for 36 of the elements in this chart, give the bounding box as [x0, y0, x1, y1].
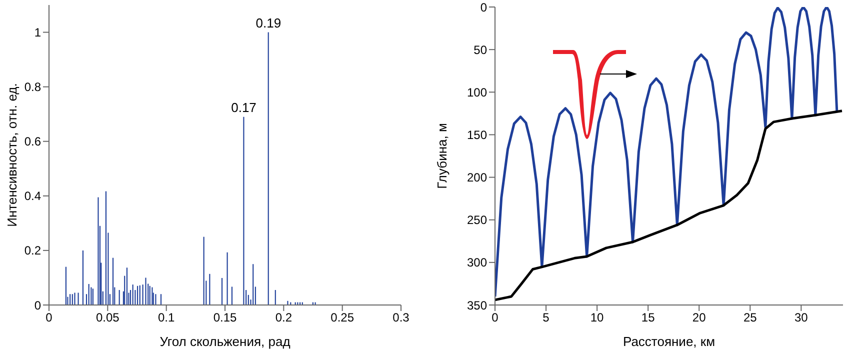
x-tick-label: 0.1 [158, 310, 175, 325]
line-series [495, 7, 838, 298]
x-tick-label: 20 [692, 310, 706, 325]
y-tick-label: 1 [34, 26, 42, 40]
y-axis-title: Глубина, м [434, 123, 450, 189]
x-tick-label: 0.05 [96, 310, 120, 325]
line-series [495, 110, 843, 302]
y-tick-label: 0.8 [24, 80, 42, 94]
annotation: 0.19 [256, 15, 282, 30]
x-tick-label: 5 [542, 310, 550, 325]
x-axis-title: Угол скольжения, рад [160, 334, 291, 349]
x-axis-title: Расстояние, км [622, 334, 716, 349]
x-tick-label: 10 [590, 310, 604, 325]
x-tick-label: 0.3 [392, 310, 410, 325]
x-tick-label: 0 [492, 310, 499, 325]
x-tick-label: 25 [743, 310, 758, 325]
y-tick-label: 0 [480, 0, 488, 14]
y-tick-label: 0 [34, 298, 42, 312]
y-tick-label: 100 [466, 85, 488, 100]
y-tick-label: 250 [466, 213, 488, 228]
y-tick-label: 0.6 [24, 134, 42, 149]
x-tick-label: 0.15 [213, 310, 237, 325]
annotation: 0.17 [231, 100, 256, 115]
y-tick-label: 0.2 [24, 244, 42, 258]
x-tick-label: 0.25 [330, 310, 354, 325]
x-tick-label: 0.2 [275, 310, 292, 325]
y-tick-label: 300 [466, 256, 488, 270]
x-tick-label: 15 [641, 310, 656, 325]
y-tick-label: 200 [466, 170, 488, 185]
x-tick-label: 0 [46, 310, 53, 325]
y-tick-label: 0.4 [24, 189, 42, 204]
y-axis-title: Интенсивность, отн. ед. [4, 83, 20, 227]
y-tick-label: 50 [474, 42, 488, 57]
y-tick-label: 150 [466, 128, 488, 142]
x-tick-label: 30 [794, 310, 808, 325]
y-tick-label: 350 [466, 298, 488, 312]
